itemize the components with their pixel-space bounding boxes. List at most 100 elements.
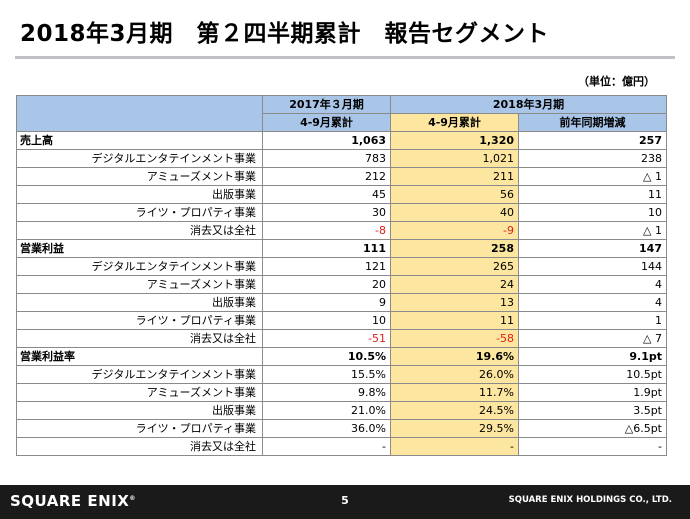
value-2018: 24.5% — [390, 401, 519, 420]
row-label: デジタルエンタテインメント事業 — [16, 365, 263, 384]
row-label: ライツ・プロパティ事業 — [16, 203, 263, 222]
value-2018: 258 — [390, 239, 519, 258]
section-row: 営業利益 111 258 147 — [16, 239, 667, 258]
company-logo: SQUARE ENIX® — [10, 492, 136, 510]
row-label: 出版事業 — [16, 293, 263, 312]
row-label: デジタルエンタテインメント事業 — [16, 149, 263, 168]
value-yoy-change: 144 — [518, 257, 667, 276]
row-label: アミューズメント事業 — [16, 167, 263, 186]
footer-bar: SQUARE ENIX® 5 SQUARE ENIX HOLDINGS CO.,… — [0, 485, 690, 519]
value-yoy-change: 1.9pt — [518, 383, 667, 402]
value-2017: -51 — [262, 329, 391, 348]
header-row-periods: 4-9月累計 4-9月累計 前年同期増減 — [17, 113, 667, 132]
value-2018: 11 — [390, 311, 519, 330]
section-row: 営業利益率 10.5% 19.6% 9.1pt — [16, 347, 667, 366]
value-2018: 265 — [390, 257, 519, 276]
value-yoy-change: 10.5pt — [518, 365, 667, 384]
table-row: 消去又は全社 - - - — [16, 437, 667, 456]
table-row: 出版事業 45 56 11 — [16, 185, 667, 204]
value-yoy-change: △ 1 — [518, 167, 667, 186]
header-2018: 2018年3月期 — [390, 95, 667, 114]
value-2017: 10.5% — [262, 347, 391, 366]
value-2017: 45 — [262, 185, 391, 204]
table-row: 出版事業 9 13 4 — [16, 293, 667, 312]
row-label: ライツ・プロパティ事業 — [16, 419, 263, 438]
row-label: 出版事業 — [16, 401, 263, 420]
value-2017: 783 — [262, 149, 391, 168]
value-2018: -9 — [390, 221, 519, 240]
table-row: 出版事業 21.0% 24.5% 3.5pt — [16, 401, 667, 420]
table-row: デジタルエンタテインメント事業 121 265 144 — [16, 257, 667, 276]
table-row: 消去又は全社 -51 -58 △ 7 — [16, 329, 667, 348]
header-2017: 2017年３月期 — [262, 95, 391, 114]
value-2018: 11.7% — [390, 383, 519, 402]
value-2018: 19.6% — [390, 347, 519, 366]
row-label: 営業利益率 — [16, 347, 263, 366]
value-2017: 121 — [262, 257, 391, 276]
value-2018: -58 — [390, 329, 519, 348]
value-yoy-change: △ 7 — [518, 329, 667, 348]
row-label: 出版事業 — [16, 185, 263, 204]
header-sub-yoy: 前年同期増減 — [518, 113, 667, 132]
value-yoy-change: 9.1pt — [518, 347, 667, 366]
value-yoy-change: 11 — [518, 185, 667, 204]
value-2017: 212 — [262, 167, 391, 186]
row-label: 消去又は全社 — [16, 329, 263, 348]
row-label: デジタルエンタテインメント事業 — [16, 257, 263, 276]
table-row: アミューズメント事業 20 24 4 — [16, 275, 667, 294]
page-title: 2018年3月期 第２四半期累計 報告セグメント — [20, 21, 550, 47]
value-2017: 30 — [262, 203, 391, 222]
value-2017: 10 — [262, 311, 391, 330]
value-yoy-change: 147 — [518, 239, 667, 258]
value-yoy-change: △6.5pt — [518, 419, 667, 438]
value-2018: 13 — [390, 293, 519, 312]
value-yoy-change: 238 — [518, 149, 667, 168]
value-yoy-change: 257 — [518, 131, 667, 150]
value-yoy-change: - — [518, 437, 667, 456]
value-2018: 29.5% — [390, 419, 519, 438]
table-row: デジタルエンタテインメント事業 15.5% 26.0% 10.5pt — [16, 365, 667, 384]
value-2017: 15.5% — [262, 365, 391, 384]
value-yoy-change: 4 — [518, 275, 667, 294]
header-sub-2018: 4-9月累計 — [390, 113, 519, 132]
value-yoy-change: 3.5pt — [518, 401, 667, 420]
table-row: 消去又は全社 -8 -9 △ 1 — [16, 221, 667, 240]
row-label: 営業利益 — [16, 239, 263, 258]
value-2017: 111 — [262, 239, 391, 258]
table-row: ライツ・プロパティ事業 30 40 10 — [16, 203, 667, 222]
header-row-years: 2017年３月期 2018年3月期 — [16, 95, 667, 132]
row-label: 消去又は全社 — [16, 437, 263, 456]
row-label: 売上高 — [16, 131, 263, 150]
segment-table: 2017年３月期 2018年3月期 4-9月累計 4-9月累計 前年同期増減 売… — [16, 95, 667, 456]
unit-label: （単位：億円） — [578, 75, 655, 88]
value-2017: 21.0% — [262, 401, 391, 420]
section-row: 売上高 1,063 1,320 257 — [16, 131, 667, 150]
value-2018: 1,021 — [390, 149, 519, 168]
value-2017: 36.0% — [262, 419, 391, 438]
row-label: アミューズメント事業 — [16, 275, 263, 294]
table-row: アミューズメント事業 9.8% 11.7% 1.9pt — [16, 383, 667, 402]
value-2017: 9 — [262, 293, 391, 312]
value-yoy-change: 4 — [518, 293, 667, 312]
table-row: アミューズメント事業 212 211 △ 1 — [16, 167, 667, 186]
page-number: 5 — [341, 494, 349, 507]
value-yoy-change: 10 — [518, 203, 667, 222]
value-2017: 20 — [262, 275, 391, 294]
value-2017: - — [262, 437, 391, 456]
table-row: ライツ・プロパティ事業 36.0% 29.5% △6.5pt — [16, 419, 667, 438]
row-label: 消去又は全社 — [16, 221, 263, 240]
value-2017: 9.8% — [262, 383, 391, 402]
value-2018: 24 — [390, 275, 519, 294]
company-name: SQUARE ENIX HOLDINGS CO., LTD. — [508, 495, 672, 505]
value-2018: 1,320 — [390, 131, 519, 150]
row-label: アミューズメント事業 — [16, 383, 263, 402]
value-2017: -8 — [262, 221, 391, 240]
value-yoy-change: △ 1 — [518, 221, 667, 240]
value-yoy-change: 1 — [518, 311, 667, 330]
value-2018: 211 — [390, 167, 519, 186]
value-2018: - — [390, 437, 519, 456]
value-2017: 1,063 — [262, 131, 391, 150]
row-label: ライツ・プロパティ事業 — [16, 311, 263, 330]
value-2018: 26.0% — [390, 365, 519, 384]
table-row: デジタルエンタテインメント事業 783 1,021 238 — [16, 149, 667, 168]
